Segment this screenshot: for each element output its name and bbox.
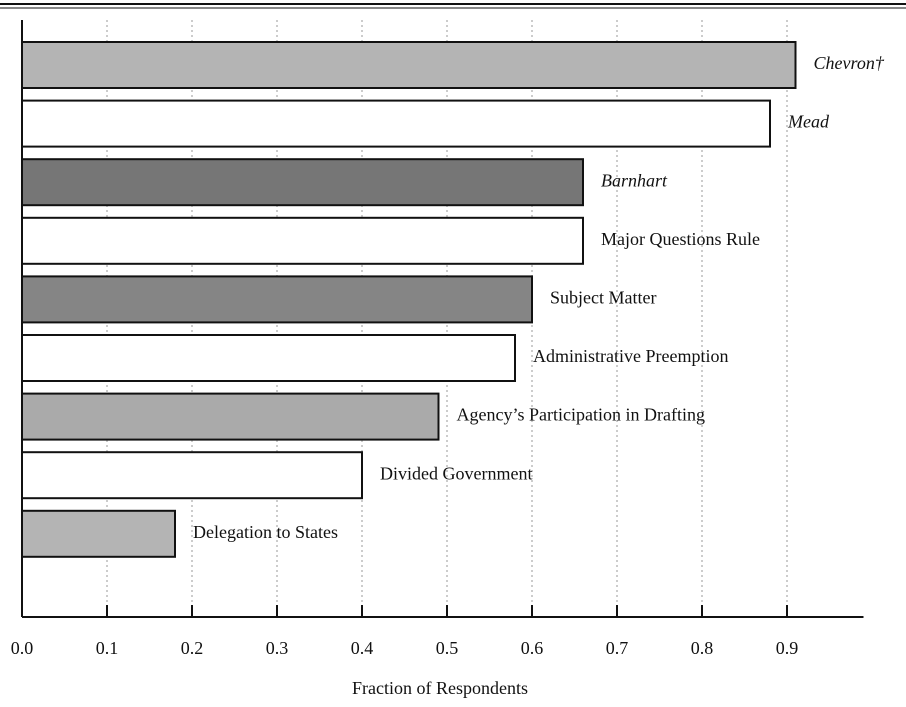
bar-label: Delegation to States [193,522,338,542]
bar-label: Major Questions Rule [601,229,760,249]
bar-label: Agency’s Participation in Drafting [457,405,705,425]
bar [21,392,440,441]
bar-label: Mead [787,112,830,132]
bar [21,41,797,89]
bar [21,275,533,324]
bar [21,451,363,500]
bar-label: Barnhart [601,170,668,190]
x-tick-label: 0.3 [266,638,289,658]
bar-label: Chevron† [814,53,885,73]
bar [21,158,584,207]
x-tick-label: 0.6 [521,638,544,658]
x-tick-label: 0.0 [11,638,34,658]
bar-label: Administrative Preemption [533,346,728,366]
bar [21,216,584,265]
x-tick-label: 0.8 [691,638,714,658]
x-tick-label: 0.9 [776,638,799,658]
bar [21,509,176,558]
bar-label: Divided Government [380,463,532,483]
x-tick-label: 0.5 [436,638,459,658]
x-tick-label: 0.1 [96,638,119,658]
bar [21,334,516,382]
bar-label: Subject Matter [550,288,656,308]
bar [21,99,771,148]
x-tick-label: 0.7 [606,638,629,658]
x-axis-label: Fraction of Respondents [352,678,528,698]
x-tick-label: 0.4 [351,638,374,658]
x-tick-label: 0.2 [181,638,204,658]
